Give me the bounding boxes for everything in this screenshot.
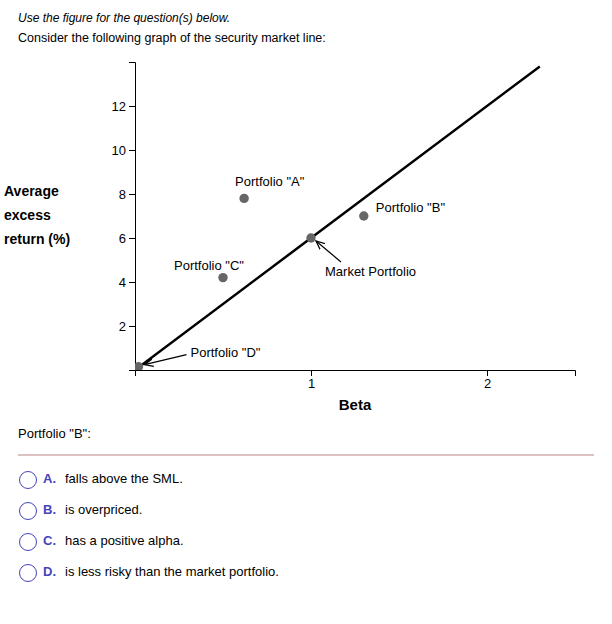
option-letter: A. xyxy=(43,471,56,486)
sml-line xyxy=(135,66,540,370)
option-circle xyxy=(20,565,37,582)
y-tick-mark xyxy=(129,194,135,195)
annotation-arrow xyxy=(145,355,187,365)
portfolio-point xyxy=(239,194,248,203)
x-axis: 12 xyxy=(136,370,576,391)
plot-area xyxy=(135,66,540,370)
separator xyxy=(18,455,594,456)
option-letter: B. xyxy=(43,502,56,517)
option-letter: C. xyxy=(43,533,56,548)
annotation-arrow xyxy=(316,241,341,262)
title: Use the figure for the question(s) below… xyxy=(18,11,230,25)
option-text: falls above the SML. xyxy=(65,471,183,486)
option-text: has a positive alpha. xyxy=(65,533,184,548)
point-label: Portfolio "B" xyxy=(376,200,446,215)
x-tick: 1 xyxy=(308,370,315,391)
x-tick-label: 1 xyxy=(308,376,315,391)
y-tick: 12 xyxy=(112,99,135,114)
question: Portfolio "B": xyxy=(18,426,91,441)
x-tick-mark xyxy=(487,370,488,376)
point-label: Portfolio "A" xyxy=(235,174,305,189)
y-tick-mark xyxy=(129,326,135,327)
option-letter: D. xyxy=(43,564,56,579)
option-circle xyxy=(20,503,37,520)
y-tick: 6 xyxy=(119,231,135,246)
y-tick-mark xyxy=(129,282,135,283)
y-axis-title: excess xyxy=(4,207,51,223)
point-labels: Portfolio "A" Portfolio "B" Portfolio "C" M… xyxy=(145,174,446,364)
y-tick-label: 8 xyxy=(119,187,126,202)
y-tick-label: 2 xyxy=(119,319,126,334)
x-axis-title: Beta xyxy=(339,396,372,413)
y-tick: 10 xyxy=(112,143,135,158)
chart: Use the figure for the question(s) below… xyxy=(0,0,612,624)
point-label: Portfolio "D" xyxy=(191,345,261,360)
x-tick-label: 2 xyxy=(484,376,491,391)
point-label: Market Portfolio xyxy=(325,264,416,279)
y-tick-mark xyxy=(129,238,135,239)
option-circle xyxy=(20,472,37,489)
option-circle xyxy=(20,534,37,551)
portfolio-point xyxy=(135,362,143,370)
portfolio-point xyxy=(359,211,368,220)
option-text: is less risky than the market portfolio. xyxy=(65,564,279,579)
y-tick: 2 xyxy=(119,319,135,334)
x-tick: 2 xyxy=(484,370,491,391)
subtitle: Consider the following graph of the secu… xyxy=(18,31,326,45)
y-tick: 4 xyxy=(119,275,135,290)
y-tick-mark xyxy=(129,150,135,151)
y-axis-title: Average xyxy=(4,183,59,199)
y-tick-label: 4 xyxy=(119,275,126,290)
y-axis-line xyxy=(129,63,136,371)
x-tick-mark xyxy=(311,370,312,376)
y-tick-label: 10 xyxy=(112,143,126,158)
y-axis-title: return (%) xyxy=(4,231,70,247)
y-tick-label: 6 xyxy=(119,231,126,246)
x-axis-line xyxy=(136,371,576,377)
portfolio-point xyxy=(218,273,227,282)
option-text: is overpriced. xyxy=(65,502,142,517)
y-tick-label: 12 xyxy=(112,99,126,114)
portfolio-point xyxy=(306,233,315,242)
y-tick: 8 xyxy=(119,187,135,202)
point-label: Portfolio "C" xyxy=(174,258,244,273)
y-tick-mark xyxy=(129,106,135,107)
y-axis: 2 4 6 8 10 12 xyxy=(112,63,136,371)
